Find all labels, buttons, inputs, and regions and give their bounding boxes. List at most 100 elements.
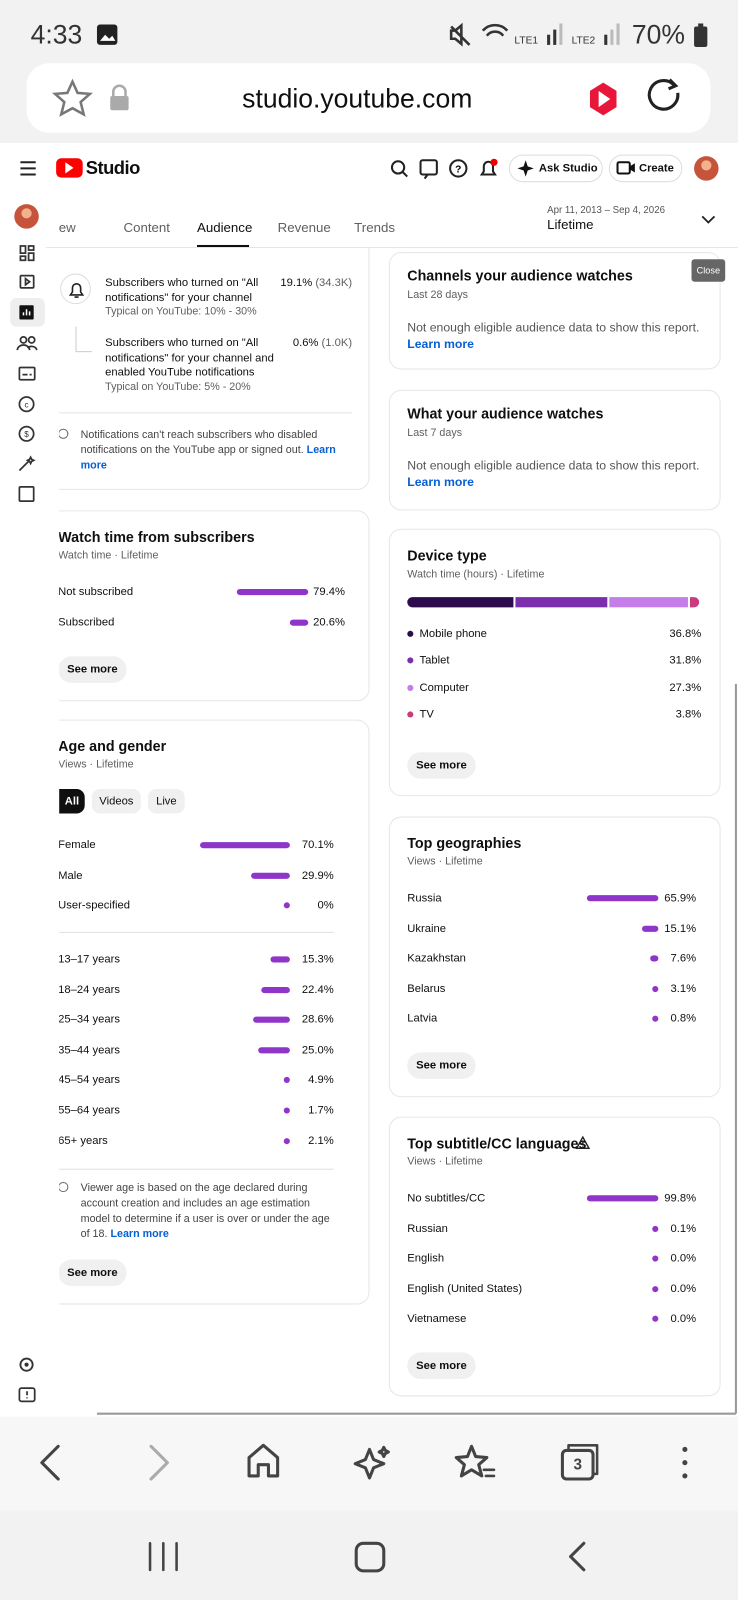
legend-dot [407,630,414,637]
date-range[interactable]: Apr 11, 2013 – Sep 4, 2026 [547,204,665,216]
card-subtitle: Views · Lifetime [59,758,134,771]
side-footer-icons [18,683,737,1415]
value-label: 0.0% [670,1252,697,1265]
row-label: 35–44 years [59,1043,120,1057]
url-text[interactable]: studio.youtube.com [242,83,473,114]
value-label: 0.1% [670,1222,697,1235]
value-label: 0% [317,899,334,912]
svg-text:c: c [24,400,28,409]
value-label: 28.6% [301,1013,334,1026]
learn-more-link[interactable]: Learn more [80,444,336,472]
card-title: Watch time from subscribers [59,528,255,546]
legend-dot [407,684,414,691]
row-label: Male [59,869,83,882]
see-more-button[interactable]: See more [407,1052,476,1079]
network-label: LTE2 [571,35,596,47]
card [59,719,370,1305]
header-icons: ? c $ [10,154,719,503]
svg-text:?: ? [455,164,461,175]
learn-more-link[interactable]: Learn more [407,336,474,352]
value-label: 15.3% [301,953,334,966]
note-text: Viewer age is based on the age declared … [80,1181,330,1241]
tab[interactable]: Overview [59,219,76,236]
learn-more-link[interactable]: Learn more [110,1227,169,1241]
value-label: 99.8% [664,1192,697,1205]
card-message: Not enough eligible audience data to sho… [407,458,700,473]
filter-chip[interactable]: Live [148,789,185,814]
legend-dot [407,657,414,664]
row-label: 25–34 years [59,1013,120,1026]
create-button[interactable]: Create [638,162,674,175]
row-label: 45–54 years [59,1074,120,1087]
bar [283,1137,290,1144]
tabs: Overview Content Audience Revenue Trends [59,204,539,248]
value-label: 15.1% [664,922,697,935]
card-title: Top geographies [407,834,522,852]
row-label: Belarus [407,982,446,995]
value-label: 20.6% [313,616,345,629]
bar [652,1316,659,1323]
tab[interactable]: Revenue [277,219,331,236]
tab[interactable]: Trends [354,219,395,236]
tab[interactable]: Content [123,219,170,236]
card-title: Top subtitle/CC languages [407,1135,587,1152]
legend-dot [407,711,414,718]
value-label: 2.1% [308,1134,334,1147]
chevron[interactable] [701,214,716,224]
battery-label: 70% [631,18,685,50]
notification-value: 19.1% (34.3K) [280,277,352,289]
brand[interactable]: Studio [85,157,141,179]
note: Notifications can't reach subscribers wh… [81,428,338,474]
filter-chip[interactable]: All [59,789,85,814]
bar [586,895,659,902]
bar [270,956,290,963]
see-more-button[interactable]: See more [407,752,476,779]
tab[interactable]: Audience [196,219,253,236]
date-period[interactable]: Lifetime [547,216,594,233]
bar [652,1015,659,1023]
bar [652,985,659,992]
see-more-button[interactable]: See more [407,1352,476,1379]
legend-value: 31.8% [669,654,702,667]
row-label: 55–64 years [59,1104,120,1117]
close-button[interactable]: Close [691,259,726,282]
right-column: Channels your audience watches Last 28 da… [388,252,721,1397]
card-title: Age and gender [59,737,167,755]
card [388,389,721,511]
bar [586,1195,659,1202]
status-bar [0,0,738,62]
see-more-button[interactable]: See more [59,656,127,683]
legend-value: 36.8% [669,627,702,640]
value-label: 7.6% [670,952,697,965]
divider [59,412,353,414]
card [388,252,721,370]
status-time: 4:33 [30,18,83,50]
notification-typical: Typical on YouTube: 10% - 30% [105,305,257,318]
filter-chip[interactable]: Videos [91,789,141,814]
bar [283,1107,290,1114]
learn-more-link[interactable]: Learn more [407,474,474,489]
value-label: 29.9% [301,869,334,882]
see-more-button[interactable]: See more [59,1259,127,1287]
card-title: Device type [407,547,487,564]
bar [641,925,659,932]
legend-label: Tablet [419,654,450,667]
ask-studio-button[interactable]: Ask Studio [538,162,598,175]
info-icon [59,428,69,439]
row-label: Ukraine [407,922,446,935]
bar [253,1016,290,1023]
row-label: Kazakhstan [407,952,466,965]
card-subtitle: Views · Lifetime [407,855,483,868]
row-label: English (United States) [407,1282,523,1296]
svg-text:$: $ [24,430,29,439]
tab-count[interactable]: 3 [573,1456,582,1474]
note-text: Notifications can't reach subscribers wh… [80,428,318,457]
bar [650,955,659,962]
card-title: Channels your audience watches [407,267,633,284]
card-subtitle: Watch time · Lifetime [59,549,159,562]
card-subtitle: Watch time (hours) · Lifetime [407,568,545,581]
status-icons [96,22,708,47]
warning-icon [575,1135,591,1150]
card-subtitle: Last 28 days [407,288,469,302]
